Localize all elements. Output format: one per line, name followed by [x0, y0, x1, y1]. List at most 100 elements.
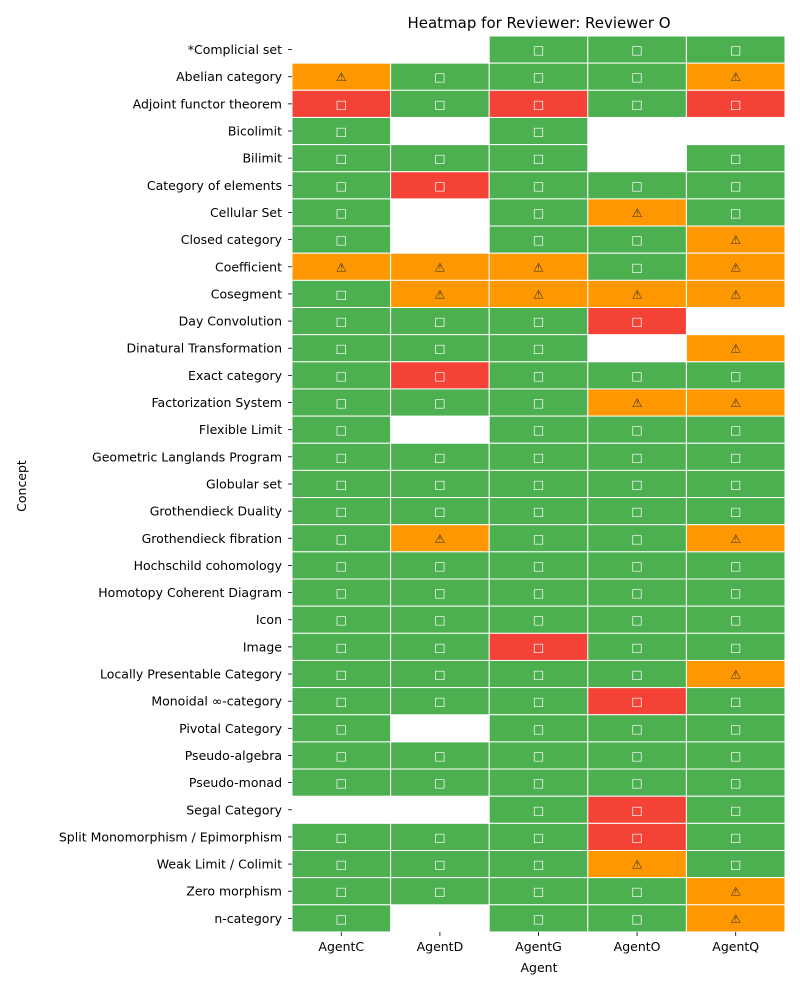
- heatmap-cell-pass: [587, 605, 687, 634]
- cell-status-glyph: ⚠: [632, 396, 643, 410]
- heatmap-cell-warn: [685, 334, 786, 363]
- agent-tick-label: AgentO: [614, 939, 661, 954]
- cell-status-glyph: □: [730, 179, 741, 193]
- cell-status-glyph: □: [730, 803, 741, 817]
- cell-status-glyph: □: [434, 885, 445, 899]
- cell-status-glyph: ⚠: [730, 233, 741, 247]
- heatmap-cell-pass: [488, 62, 589, 91]
- heatmap-cell-pass: [390, 687, 490, 716]
- heatmap-cell-pass: [685, 714, 786, 743]
- cell-status-glyph: □: [631, 369, 642, 383]
- agent-tick-labels: AgentC AgentD AgentG AgentO AgentQ: [318, 931, 759, 954]
- cell-status-glyph: □: [434, 749, 445, 763]
- cell-status-glyph: □: [631, 43, 642, 57]
- cell-status-glyph: □: [434, 477, 445, 491]
- heatmap-cell-fail: [587, 307, 687, 336]
- cell-status-glyph: □: [434, 396, 445, 410]
- cell-status-glyph: □: [434, 640, 445, 654]
- heatmap-cell-pass: [488, 171, 589, 200]
- heatmap-cell-pass: [390, 850, 490, 879]
- heatmap-cell-pass: [291, 497, 392, 526]
- cell-status-glyph: ⚠: [730, 668, 741, 682]
- agent-tick-label: AgentQ: [712, 939, 759, 954]
- cell-status-glyph: □: [533, 152, 544, 166]
- cell-status-glyph: □: [336, 613, 347, 627]
- cell-status-glyph: □: [336, 125, 347, 139]
- heatmap-cell-fail: [587, 822, 687, 851]
- concept-tick-label: *Complicial set: [188, 42, 282, 57]
- cell-status-glyph: □: [730, 152, 741, 166]
- cell-status-glyph: □: [533, 912, 544, 926]
- cell-status-glyph: □: [631, 613, 642, 627]
- cell-status-glyph: □: [336, 858, 347, 872]
- cell-status-glyph: □: [631, 640, 642, 654]
- concept-tick-label: Exact category: [188, 368, 283, 383]
- cell-status-glyph: □: [631, 179, 642, 193]
- heatmap-cell-pass: [488, 768, 589, 797]
- cell-status-glyph: □: [730, 43, 741, 57]
- heatmap-cell-pass: [390, 442, 490, 471]
- cell-status-glyph: □: [631, 722, 642, 736]
- cell-status-glyph: □: [434, 776, 445, 790]
- cell-status-glyph: □: [434, 830, 445, 844]
- cell-status-glyph: ⚠: [730, 342, 741, 356]
- cell-status-glyph: □: [336, 640, 347, 654]
- heatmap-cell-pass: [587, 768, 687, 797]
- heatmap-cell-pass: [488, 605, 589, 634]
- concept-tick-label: Locally Presentable Category: [100, 667, 283, 682]
- heatmap-cell-pass: [488, 687, 589, 716]
- cell-status-glyph: □: [730, 450, 741, 464]
- heatmap-cell-pass: [488, 35, 589, 64]
- cell-status-glyph: □: [533, 505, 544, 519]
- cell-status-glyph: □: [631, 695, 642, 709]
- concept-tick-label: Bilimit: [242, 151, 282, 166]
- heatmap-cell-pass: [390, 877, 490, 906]
- concept-tick-label: Cellular Set: [210, 205, 282, 220]
- cell-status-glyph: □: [631, 70, 642, 84]
- heatmap-cell-pass: [291, 741, 392, 770]
- cell-status-glyph: □: [434, 70, 445, 84]
- heatmap-cell-pass: [685, 469, 786, 499]
- x-axis-label: Agent: [521, 960, 558, 975]
- heatmap-cell-pass: [291, 415, 392, 444]
- concept-tick-label: Category of elements: [147, 178, 282, 193]
- heatmap-cell-pass: [685, 687, 786, 716]
- cell-status-glyph: □: [533, 179, 544, 193]
- cell-status-glyph: ⚠: [435, 287, 446, 301]
- cell-status-glyph: ⚠: [533, 260, 544, 274]
- heatmap-cell-pass: [587, 171, 687, 200]
- heatmap-cell-pass: [685, 850, 786, 879]
- heatmap-cell-pass: [685, 497, 786, 526]
- cell-status-glyph: ⚠: [336, 260, 347, 274]
- cell-status-glyph: ⚠: [730, 912, 741, 926]
- heatmap-cell-pass: [685, 198, 786, 227]
- cell-status-glyph: □: [336, 830, 347, 844]
- cell-status-glyph: □: [336, 912, 347, 926]
- heatmap-cell-pass: [488, 144, 589, 173]
- cell-status-glyph: □: [336, 206, 347, 220]
- cell-status-glyph: □: [631, 559, 642, 573]
- heatmap-cell-warn: [390, 279, 490, 309]
- cell-status-glyph: □: [336, 749, 347, 763]
- concept-tick-label: Zero morphism: [186, 884, 282, 899]
- heatmap-cell-pass: [488, 307, 589, 336]
- cell-status-glyph: ⚠: [730, 396, 741, 410]
- cell-status-glyph: ⚠: [533, 287, 544, 301]
- cell-status-glyph: □: [533, 749, 544, 763]
- heatmap-cell-pass: [291, 171, 392, 200]
- heatmap-cell-pass: [291, 714, 392, 743]
- heatmap-cell-pass: [390, 144, 490, 173]
- heatmap-cell-pass: [587, 442, 687, 471]
- concept-tick-label: Factorization System: [152, 395, 283, 410]
- heatmap-cell-pass: [587, 659, 687, 689]
- heatmap-cell-pass: [488, 551, 589, 580]
- cell-status-glyph: □: [533, 885, 544, 899]
- concept-tick-label: Pivotal Category: [179, 721, 282, 736]
- cell-status-glyph: □: [533, 423, 544, 437]
- heatmap-cell-pass: [390, 89, 490, 118]
- concept-tick-label: Bicolimit: [228, 124, 282, 139]
- cell-status-glyph: □: [631, 315, 642, 329]
- heatmap-cell-pass: [685, 768, 786, 797]
- cell-status-glyph: □: [336, 668, 347, 682]
- cell-status-glyph: □: [730, 613, 741, 627]
